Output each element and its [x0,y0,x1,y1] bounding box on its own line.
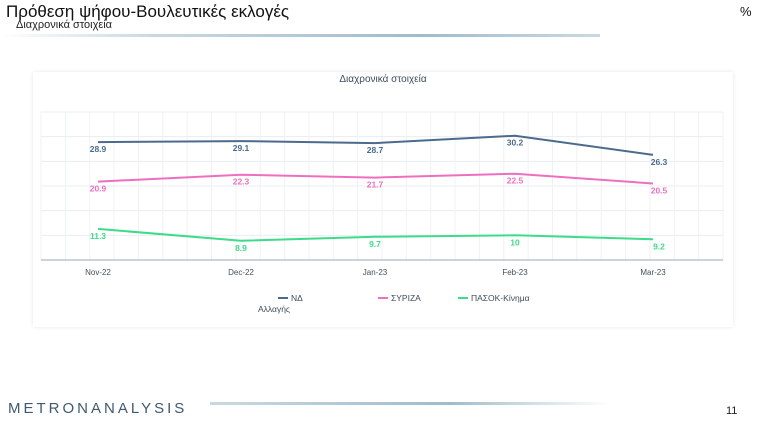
x-tick-label: Dec-22 [228,268,254,277]
data-label: 28.9 [90,144,107,154]
chart-title: Διαχρονικά στοιχεία [339,73,427,85]
legend-label-continuation: Αλλαγής [258,304,290,314]
chart-grid [40,111,724,261]
series-lines [97,134,654,242]
data-label: 22.5 [507,176,524,186]
data-label: 21.7 [367,180,384,190]
x-tick-label: Jan-23 [363,268,388,277]
series-line [97,134,654,156]
logo-text-right: ANALYSIS [91,400,188,417]
data-label: 29.1 [233,143,250,153]
header-subtitle: Διαχρονικά στοιχεία [16,19,113,31]
data-label: 11.3 [90,231,106,241]
x-axis: Nov-22 Dec-22 Jan-23 Feb-23 Mar-23 [85,268,666,277]
data-label: 8.9 [235,243,247,253]
legend: ΝΔ ΣΥΡΙΖΑ ΠΑΣΟΚ-Κίνημα Αλλαγής [258,293,530,314]
metron-analysis-logo: METRONANALYSIS [8,400,187,417]
legend-label: ΝΔ [291,293,303,303]
footer-rule [210,402,610,405]
data-label: 28.7 [367,145,384,155]
data-label: 20.5 [651,186,668,196]
data-label: 20.9 [90,184,107,194]
data-labels: 28.9 29.1 28.7 30.2 26.3 20.9 22.3 21.7 22.5 20.5… [90,138,668,253]
line-chart: Διαχρονικά στοιχεία Nov-22 Dec-22 Jan-23 Fe… [40,73,724,314]
data-label: 30.2 [507,138,524,148]
header-unit: % [740,4,752,19]
x-tick-label: Nov-22 [85,268,111,277]
header-title: Πρόθεση ψήφου-Βουλευτικές εκλογές [6,2,290,21]
data-label: 9.7 [369,239,381,249]
data-label: 9.2 [653,241,665,251]
page-number: 11 [726,405,738,417]
legend-label: ΠΑΣΟΚ-Κίνημα [471,293,530,303]
chart-panel: Διαχρονικά στοιχεία Nov-22 Dec-22 Jan-23 Fe… [33,72,733,327]
x-tick-label: Feb-23 [502,268,528,277]
logo-text-left: METRON [8,400,91,417]
series-line [97,172,654,185]
data-label: 22.3 [233,177,250,187]
x-tick-label: Mar-23 [640,268,666,277]
data-label: 10 [510,237,520,247]
data-label: 26.3 [651,157,668,167]
header-rule [0,34,600,37]
legend-label: ΣΥΡΙΖΑ [391,293,421,303]
series-line [97,227,654,242]
